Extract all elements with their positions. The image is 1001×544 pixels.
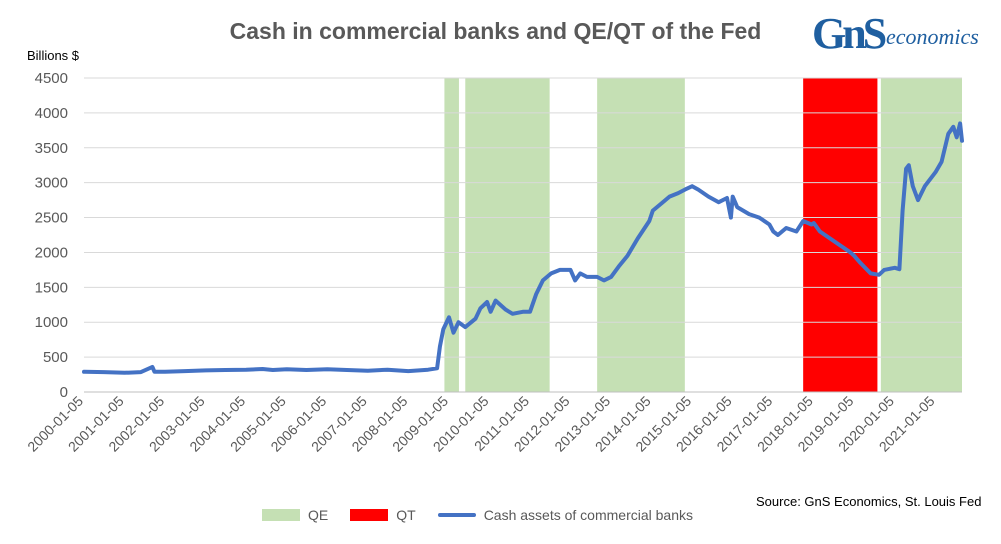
- band-qe-0: [444, 78, 459, 392]
- y-tick-label: 1500: [35, 279, 68, 296]
- y-tick-label: 4500: [35, 70, 68, 87]
- y-tick-label: 500: [43, 349, 68, 366]
- legend-label-qt: QT: [396, 507, 416, 523]
- legend-item-qt: QT: [350, 507, 416, 523]
- legend-swatch-qt: [350, 509, 389, 521]
- source-note: Source: GnS Economics, St. Louis Fed: [756, 494, 982, 509]
- band-qe-1: [465, 78, 550, 392]
- band-qt-3: [803, 78, 878, 392]
- legend-swatch-qe: [262, 509, 300, 521]
- y-axis-label: Billions $: [27, 48, 80, 63]
- cash-assets-line: [82, 121, 964, 375]
- y-tick-label: 4000: [35, 105, 68, 122]
- y-tick-label: 3000: [35, 175, 68, 192]
- legend-item-cash-assets: Cash assets of commercial banks: [437, 507, 693, 523]
- y-tick-label: 1000: [35, 314, 68, 331]
- y-tick-labels: 0 500 1000 1500 2000 2500 3000 3500 4000 4500: [35, 70, 68, 401]
- x-tick-labels: 2000-01-052001-01-052002-01-052003-01-05…: [24, 393, 938, 455]
- y-tick-label: 0: [60, 384, 68, 401]
- legend-swatch-cash-assets: [437, 513, 476, 517]
- gns-logo-mark: GnS: [812, 9, 887, 58]
- chart-title: Cash in commercial banks and QE/QT of th…: [229, 18, 762, 44]
- gns-logo-text: economics: [886, 24, 979, 49]
- gns-logo: GnS economics: [812, 8, 992, 66]
- y-tick-label: 2500: [35, 210, 68, 227]
- legend-label-cash-assets: Cash assets of commercial banks: [483, 507, 693, 523]
- grid-layer: [84, 77, 962, 393]
- band-layer: [444, 78, 962, 392]
- legend-label-qe: QE: [308, 507, 329, 523]
- y-tick-label: 2000: [35, 244, 68, 261]
- band-qe-4: [880, 78, 962, 392]
- legend: QE QT Cash assets of commercial banks: [262, 505, 715, 525]
- legend-item-qe: QE: [262, 507, 328, 523]
- y-tick-label: 3500: [35, 140, 68, 157]
